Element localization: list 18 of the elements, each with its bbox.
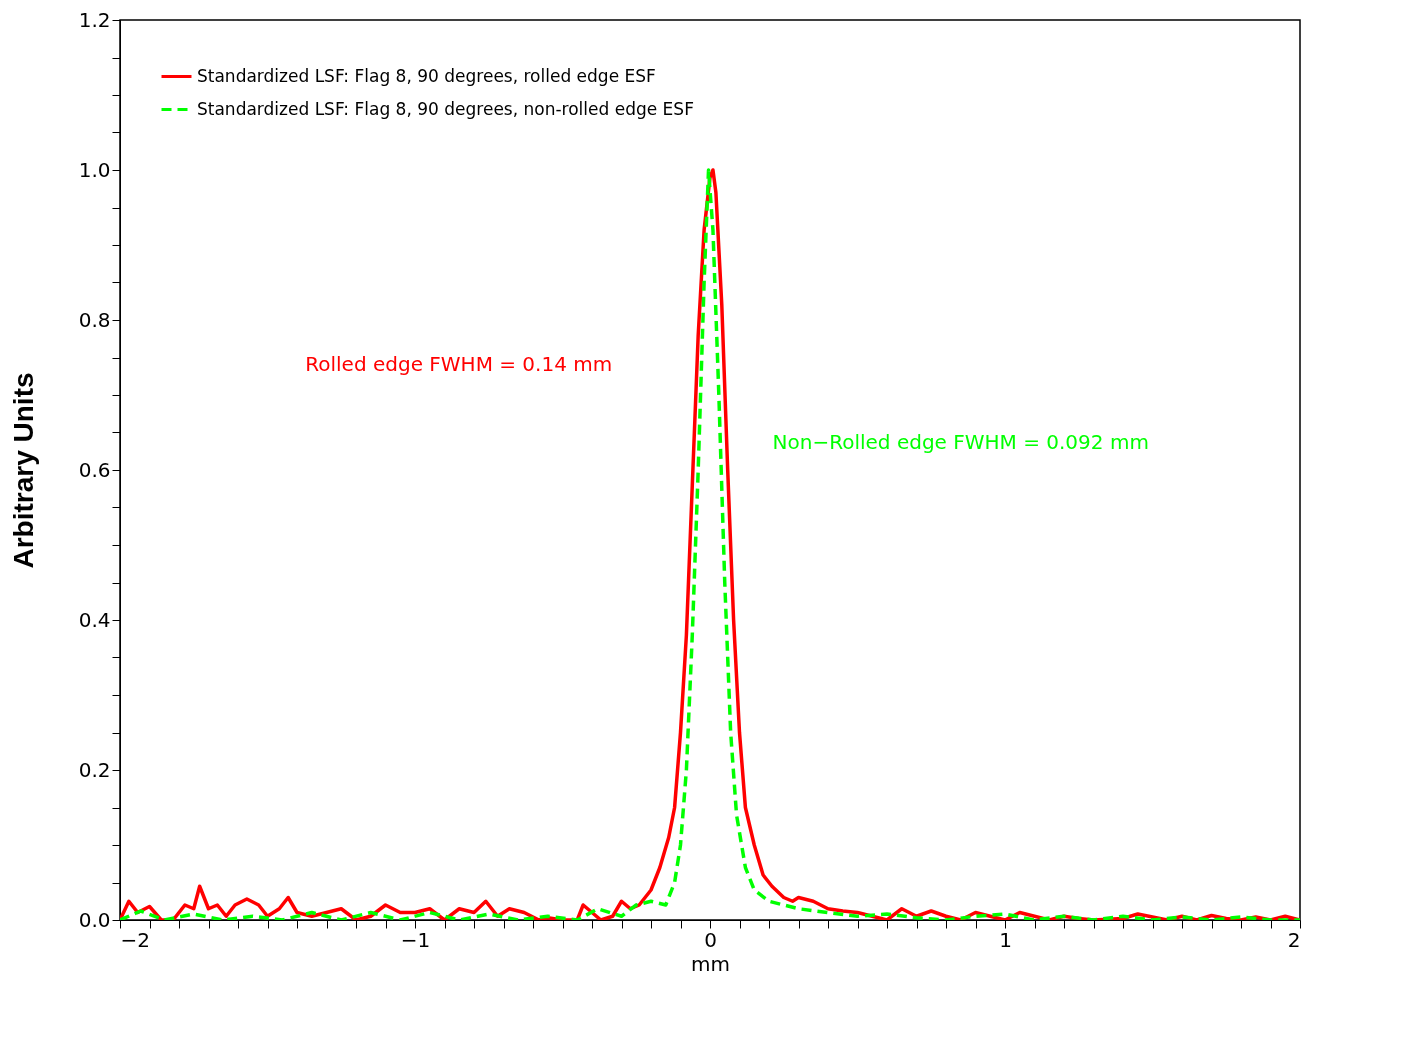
x-axis-title: mm — [691, 951, 730, 976]
y-tick-label: 0.8 — [78, 307, 111, 332]
legend-label: Standardized LSF: Flag 8, 90 degrees, rolled edge ESF — [197, 65, 656, 86]
y-tick-label: 1.2 — [78, 7, 111, 32]
legend-label: Standardized LSF: Flag 8, 90 degrees, non-rolled edge ESF — [197, 98, 694, 119]
y-tick-label: 0.4 — [78, 607, 111, 632]
annotation: Rolled edge FWHM = 0.14 mm — [305, 351, 613, 376]
y-axis-title: Arbitrary Units — [7, 372, 39, 569]
y-tick-label: 0.0 — [78, 907, 111, 932]
x-tick-label: 2 — [1287, 927, 1301, 952]
x-tick-label: 1 — [999, 927, 1012, 952]
y-tick-label: 1.0 — [78, 157, 111, 182]
y-tick-label: 0.6 — [78, 457, 111, 482]
x-tick-label: −1 — [400, 927, 431, 952]
y-tick-label: 0.2 — [78, 757, 111, 782]
x-tick-label: −2 — [120, 927, 150, 952]
x-tick-label: 0 — [704, 927, 717, 952]
annotation: Non−Rolled edge FWHM = 0.092 mm — [772, 430, 1149, 454]
